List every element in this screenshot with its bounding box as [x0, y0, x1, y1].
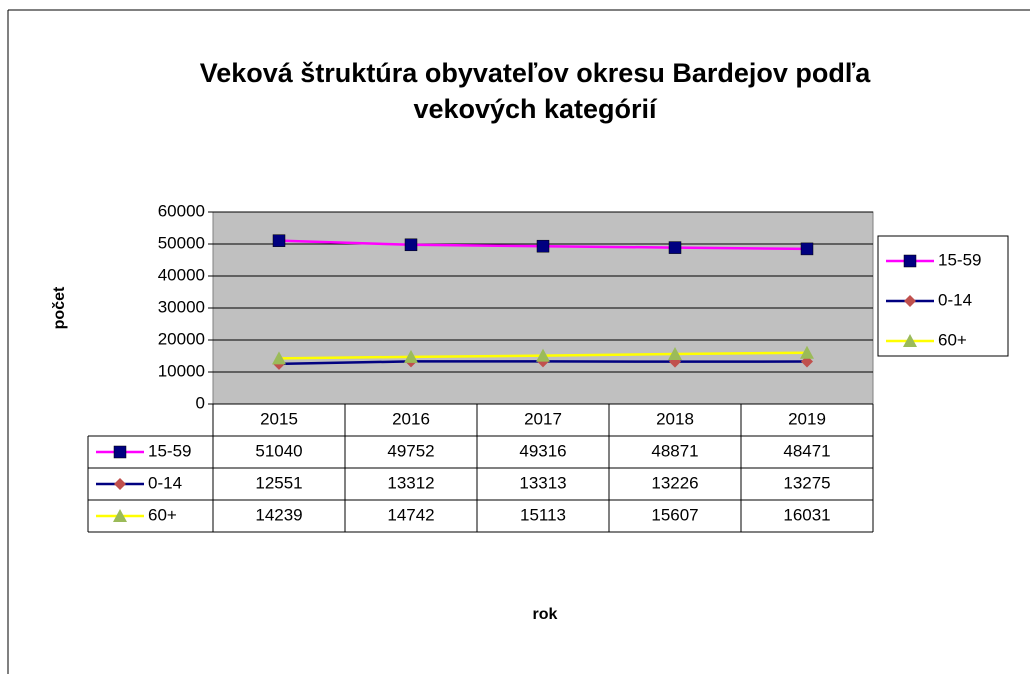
marker — [668, 347, 682, 361]
table-cell: 15607 — [651, 505, 698, 524]
y-tick-label: 30000 — [158, 297, 205, 316]
marker — [404, 238, 418, 252]
y-tick-label: 50000 — [158, 233, 205, 252]
marker — [272, 234, 286, 247]
table-cell: 13313 — [519, 473, 566, 492]
table-cell: 14742 — [387, 505, 434, 524]
marker — [668, 241, 682, 254]
legend-label: 60+ — [938, 330, 967, 349]
marker — [113, 445, 127, 459]
y-tick-label: 60000 — [158, 201, 205, 220]
marker — [800, 345, 814, 359]
y-axis-title: počet — [51, 286, 68, 329]
chart-title: vekových kategórií — [413, 94, 658, 124]
table-cell: 48471 — [783, 441, 830, 460]
y-tick-label: 10000 — [158, 361, 205, 380]
legend-label: 0-14 — [148, 473, 182, 492]
table-cell: 51040 — [255, 441, 302, 460]
table-cell: 13312 — [387, 473, 434, 492]
marker — [114, 478, 126, 490]
x-tick-label: 2016 — [392, 409, 430, 428]
marker — [404, 349, 418, 363]
table-cell: 13275 — [783, 473, 830, 492]
marker — [536, 348, 550, 362]
table-cell: 12551 — [255, 473, 302, 492]
y-tick-label: 40000 — [158, 265, 205, 284]
legend-label: 15-59 — [148, 441, 191, 460]
x-tick-label: 2018 — [656, 409, 694, 428]
table-cell: 13226 — [651, 473, 698, 492]
chart-title: Veková štruktúra obyvateľov okresu Barde… — [200, 58, 872, 88]
legend — [877, 235, 1009, 357]
x-tick-label: 2019 — [788, 409, 826, 428]
legend-label: 0-14 — [938, 290, 972, 309]
y-tick-label: 20000 — [158, 329, 205, 348]
x-tick-label: 2017 — [524, 409, 562, 428]
x-axis-title: rok — [533, 606, 558, 623]
table-cell: 48871 — [651, 441, 698, 460]
marker — [536, 239, 550, 253]
table-cell: 14239 — [255, 505, 302, 524]
table-cell: 16031 — [783, 505, 830, 524]
marker — [903, 254, 917, 268]
marker — [113, 509, 127, 522]
marker — [800, 242, 814, 256]
legend-label: 60+ — [148, 505, 177, 524]
x-tick-label: 2015 — [260, 409, 298, 428]
marker — [904, 295, 916, 307]
table-cell: 15113 — [520, 505, 566, 524]
y-tick-label: 0 — [196, 393, 205, 412]
table-cell: 49316 — [519, 441, 566, 460]
table-cell: 49752 — [387, 441, 434, 460]
marker — [903, 334, 917, 347]
legend-label: 15-59 — [938, 250, 981, 269]
marker — [272, 351, 286, 365]
